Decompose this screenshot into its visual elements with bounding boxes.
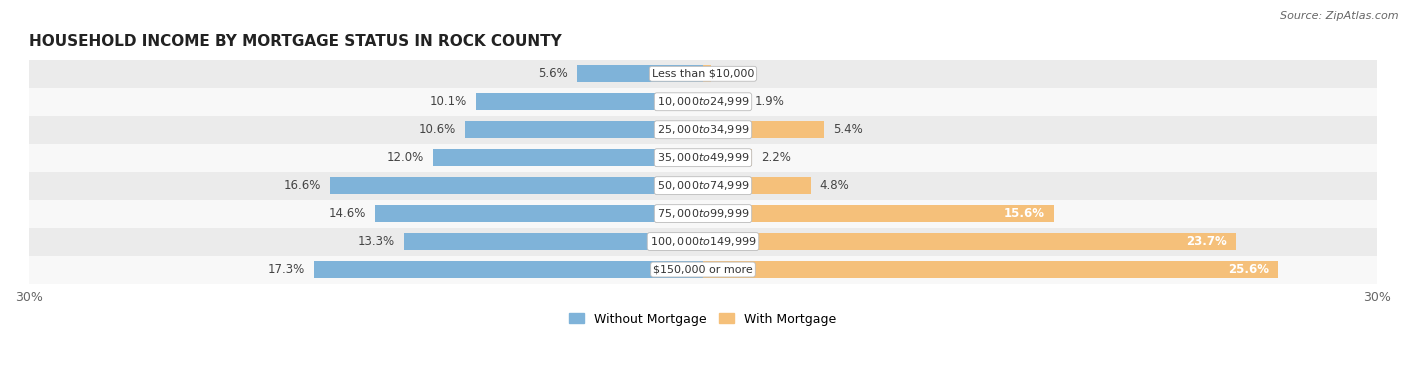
Bar (477, 93, 703, 110)
Text: Less than $10,000: Less than $10,000 (652, 69, 754, 79)
Bar (30, 256, 1376, 284)
Bar (30, 144, 1376, 172)
Text: 10.6%: 10.6% (419, 123, 456, 136)
Text: 5.6%: 5.6% (538, 67, 568, 80)
Bar (30, 200, 1376, 228)
Bar (703, 149, 752, 166)
Bar (703, 261, 1278, 278)
Text: 14.6%: 14.6% (329, 207, 366, 220)
Bar (703, 121, 824, 138)
Text: $35,000 to $49,999: $35,000 to $49,999 (657, 151, 749, 164)
Text: 2.2%: 2.2% (762, 151, 792, 164)
Text: 15.6%: 15.6% (1004, 207, 1045, 220)
Legend: Without Mortgage, With Mortgage: Without Mortgage, With Mortgage (564, 308, 842, 330)
Bar (375, 205, 703, 222)
Bar (465, 121, 703, 138)
Text: 4.8%: 4.8% (820, 179, 849, 192)
Text: 13.3%: 13.3% (359, 235, 395, 248)
Text: 1.9%: 1.9% (755, 95, 785, 108)
Bar (330, 177, 703, 194)
Text: 5.4%: 5.4% (834, 123, 863, 136)
Bar (703, 205, 1053, 222)
Bar (578, 65, 703, 82)
Text: 16.6%: 16.6% (284, 179, 321, 192)
Bar (30, 60, 1376, 88)
Bar (30, 228, 1376, 256)
Bar (30, 172, 1376, 200)
Bar (30, 116, 1376, 144)
Bar (703, 93, 745, 110)
Bar (703, 233, 1236, 250)
Text: 17.3%: 17.3% (269, 263, 305, 276)
Bar (30, 88, 1376, 116)
Bar (703, 177, 811, 194)
Text: $10,000 to $24,999: $10,000 to $24,999 (657, 95, 749, 108)
Text: 10.1%: 10.1% (430, 95, 467, 108)
Text: $150,000 or more: $150,000 or more (654, 265, 752, 274)
Text: 25.6%: 25.6% (1229, 263, 1270, 276)
Text: HOUSEHOLD INCOME BY MORTGAGE STATUS IN ROCK COUNTY: HOUSEHOLD INCOME BY MORTGAGE STATUS IN R… (30, 34, 561, 49)
Text: 23.7%: 23.7% (1185, 235, 1226, 248)
Bar (404, 233, 703, 250)
Text: $75,000 to $99,999: $75,000 to $99,999 (657, 207, 749, 220)
Bar (315, 261, 703, 278)
Bar (703, 65, 711, 82)
Text: $100,000 to $149,999: $100,000 to $149,999 (650, 235, 756, 248)
Text: $50,000 to $74,999: $50,000 to $74,999 (657, 179, 749, 192)
Text: 12.0%: 12.0% (387, 151, 425, 164)
Bar (433, 149, 703, 166)
Text: $25,000 to $34,999: $25,000 to $34,999 (657, 123, 749, 136)
Text: Source: ZipAtlas.com: Source: ZipAtlas.com (1281, 11, 1399, 21)
Text: 0.36%: 0.36% (720, 67, 758, 80)
